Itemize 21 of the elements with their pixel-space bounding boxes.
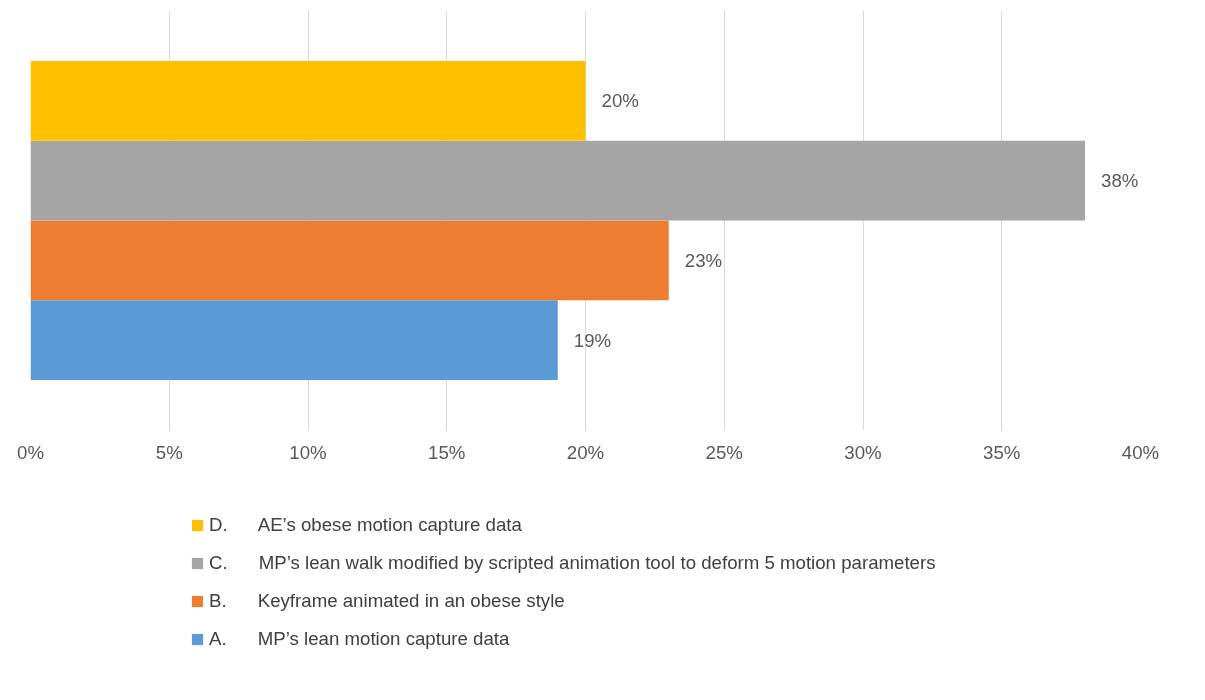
x-tick-label: 20% [566,441,605,463]
legend-label: C. MP’s lean walk modified by scripted animation tool to deform 5 motion parameters [209,552,936,574]
x-tick-label: 40% [1121,441,1160,463]
bar [30,220,669,301]
legend-label: D. AE’s obese motion capture data [209,514,522,536]
x-tick-label: 15% [428,441,466,463]
legend-label: A. MP’s lean motion capture data [209,628,510,650]
data-label: 23% [684,249,723,271]
x-tick-label: 10% [289,441,327,463]
x-tick-label: 5% [155,441,183,463]
bar [30,300,558,381]
data-label: 20% [601,90,639,112]
x-tick-label: 0% [17,441,44,463]
bar [30,140,1085,221]
legend-label: B. Keyframe animated in an obese style [209,590,565,612]
x-tick-label: 35% [983,441,1021,463]
data-label: 19% [573,329,612,351]
bar [30,60,586,141]
x-tick-label: 25% [705,441,743,463]
data-label: 38% [1101,170,1139,192]
x-tick-label: 30% [844,441,882,463]
